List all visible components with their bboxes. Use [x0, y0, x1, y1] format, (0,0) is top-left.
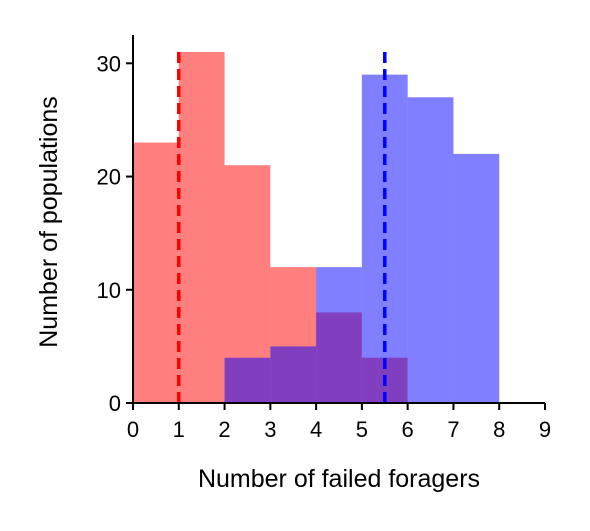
axes: 0 1 2 3 4 5 6 7 8 9 0 10 20 30	[97, 35, 551, 442]
histogram-bar	[224, 357, 271, 403]
histogram-bar	[133, 142, 179, 404]
x-tick-label: 4	[310, 417, 322, 442]
histogram-bar	[407, 97, 454, 404]
histogram-bar	[270, 346, 317, 403]
x-tick-label: 9	[539, 417, 551, 442]
histogram-bars	[133, 51, 500, 404]
x-tick-label: 8	[493, 417, 505, 442]
y-axis-ticks: 0 10 20 30	[97, 51, 133, 416]
histogram-bar	[178, 51, 225, 403]
y-tick-label: 10	[97, 278, 121, 303]
mean-lines	[177, 51, 387, 403]
x-tick-label: 5	[356, 417, 368, 442]
x-tick-label: 1	[173, 417, 185, 442]
y-axis-label: Number of populations	[35, 96, 63, 348]
y-tick-label: 0	[109, 391, 121, 416]
y-tick-label: 20	[97, 165, 121, 190]
x-tick-label: 2	[218, 417, 230, 442]
x-tick-label: 6	[402, 417, 414, 442]
y-tick-label: 30	[97, 51, 121, 76]
x-axis-ticks: 0 1 2 3 4 5 6 7 8 9	[127, 403, 551, 442]
x-tick-label: 7	[447, 417, 459, 442]
x-tick-label: 0	[127, 417, 139, 442]
histogram-bar	[453, 153, 500, 403]
x-axis-label: Number of failed foragers	[198, 465, 480, 493]
histogram-bar	[316, 267, 362, 403]
x-tick-label: 3	[264, 417, 276, 442]
